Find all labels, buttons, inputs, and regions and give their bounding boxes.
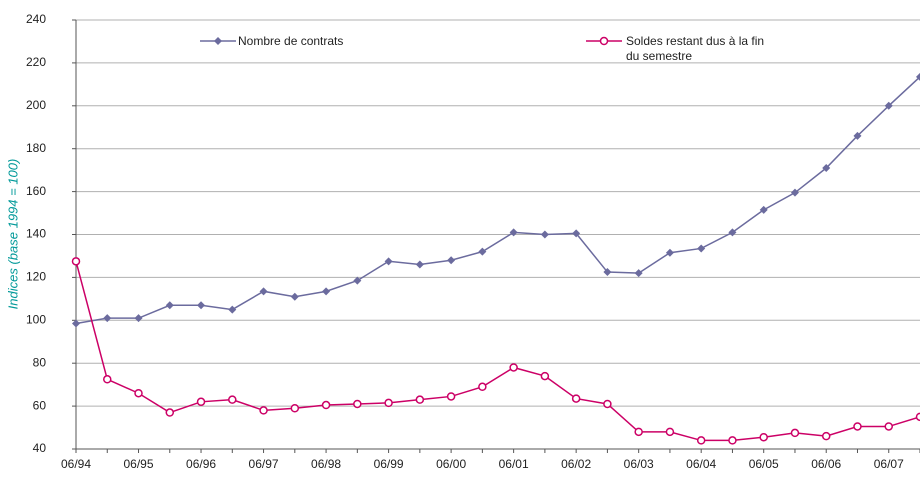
point [259,406,268,415]
point [290,292,299,301]
point [540,371,550,381]
point [634,427,643,437]
point [321,400,331,410]
point [915,412,920,422]
point [540,230,549,239]
y-tick-label: 160 [26,184,46,198]
point [447,256,456,265]
point [790,428,800,438]
x-tick-label: 06/98 [311,457,341,471]
x-tick-label: 06/96 [186,457,216,471]
point [165,301,174,310]
y-tick-label: 140 [26,227,46,241]
series-line [75,76,920,325]
point [290,403,300,413]
y-tick-label: 100 [26,312,46,326]
point [446,392,456,401]
point [103,375,112,384]
point [916,72,920,81]
x-tick-label: 06/00 [436,457,466,471]
y-tick-label: 180 [26,141,46,155]
point [509,228,518,237]
point [853,422,862,431]
point [478,247,487,256]
x-tick-label: 06/95 [124,457,154,471]
point [603,399,612,409]
y-tick-label: 80 [33,355,47,369]
point [415,395,425,404]
point [353,276,362,285]
point [259,287,268,296]
point [697,244,706,253]
y-tick-label: 60 [33,398,47,412]
point [197,301,206,310]
point [728,436,737,445]
point [571,394,581,403]
y-tick-label: 120 [26,270,46,284]
point [71,257,81,266]
point [853,131,862,140]
point [72,319,80,328]
point [353,399,362,409]
point [884,101,893,110]
point [603,268,612,277]
y-tick-label: 40 [33,441,47,455]
point [196,397,206,407]
point [759,205,768,214]
x-tick-label: 06/01 [499,457,529,471]
point [134,314,143,323]
legend-entry: Nombre de contrats [238,34,344,48]
point [696,436,706,445]
point [665,427,675,437]
x-tick-label: 06/03 [624,457,654,471]
point [728,228,737,237]
y-axis-label: Indices (base 1994 = 100) [5,159,20,310]
point [134,388,143,398]
y-tick-label: 240 [26,12,46,26]
legend-marker [599,36,609,46]
point [228,305,237,314]
y-tick-label: 220 [26,55,46,69]
x-tick-label: 06/94 [61,457,91,471]
legend-entry: Soldes restant dus à la fin du semestre [626,34,765,63]
point [384,257,393,266]
x-tick-label: 06/07 [874,457,904,471]
legend-marker [214,37,222,45]
x-tick-label: 06/99 [374,457,404,471]
x-tick-label: 06/05 [749,457,779,471]
point [322,287,331,296]
x-tick-label: 06/06 [811,457,841,471]
point [165,408,175,417]
point [759,432,768,442]
x-tick-label: 06/02 [561,457,591,471]
point [821,431,831,441]
y-tick-label: 200 [26,98,46,112]
point [822,164,831,173]
point [790,188,799,197]
series-line [75,261,920,442]
point [665,248,674,257]
point [634,269,643,278]
x-tick-label: 06/04 [686,457,716,471]
point [884,422,893,431]
point [509,363,518,372]
point [415,260,424,269]
point [572,229,581,238]
point [478,382,487,392]
point [228,395,237,404]
point [384,398,393,408]
point [103,314,112,323]
x-tick-label: 06/97 [249,457,279,471]
